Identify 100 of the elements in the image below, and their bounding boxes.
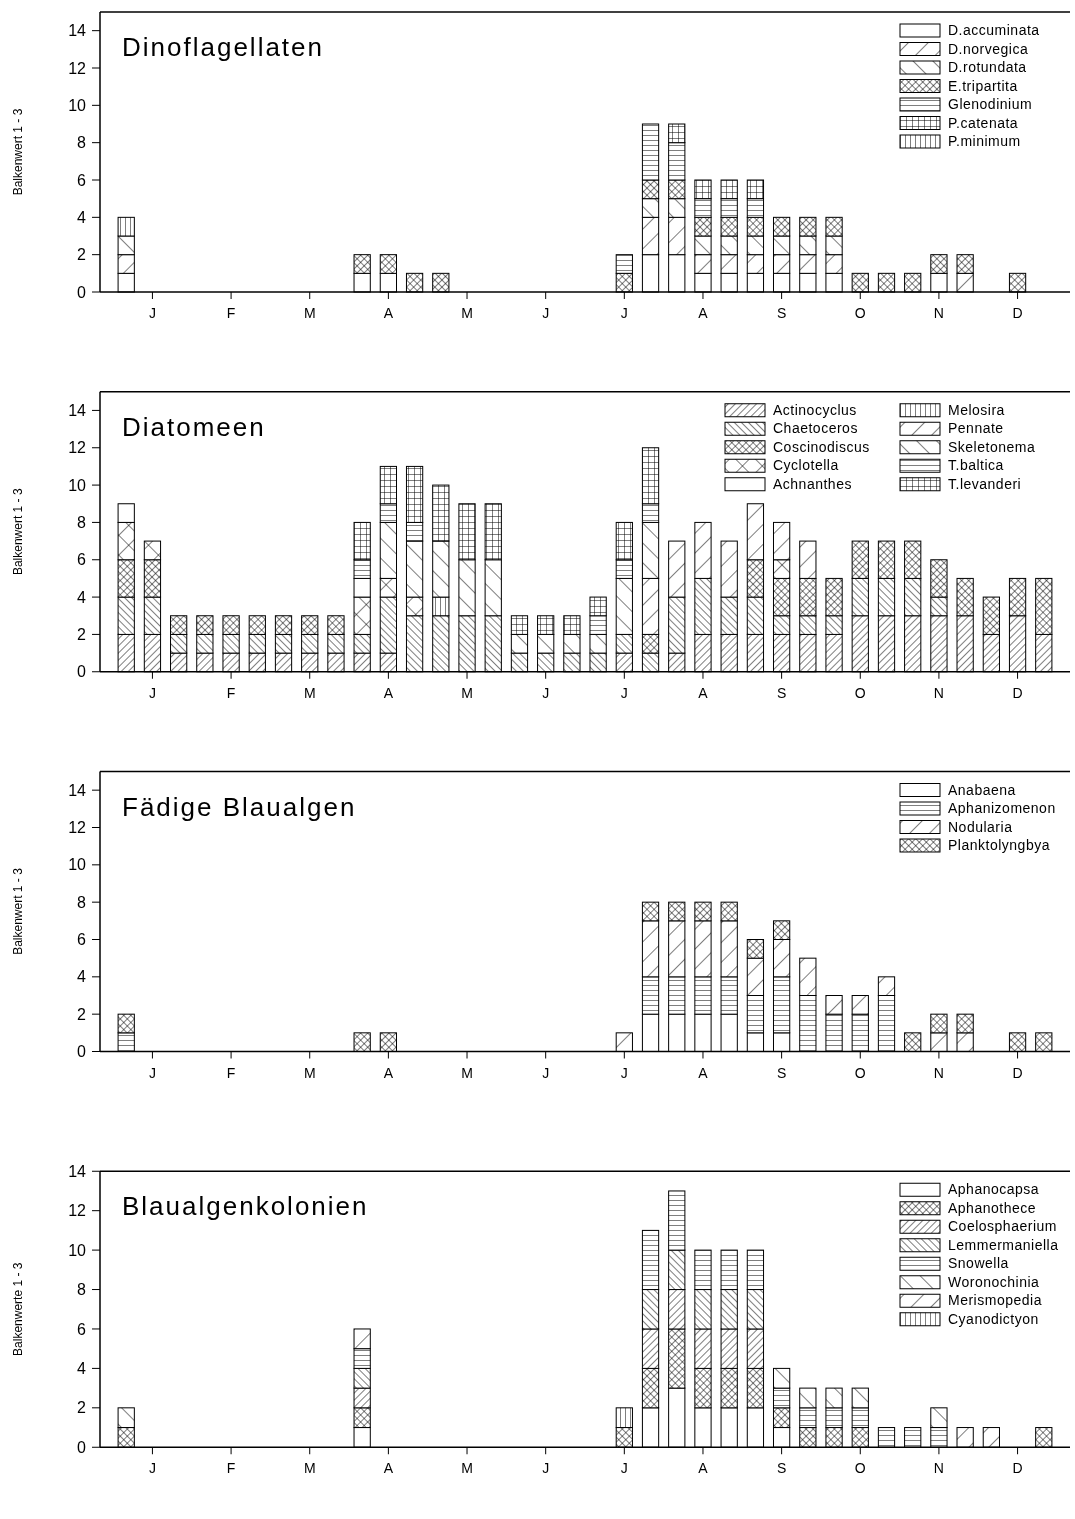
y-axis-title: Balkenwert 1 - 3 [11,108,25,196]
y-tick-label: 14 [68,1162,87,1180]
y-tick-label: 4 [77,208,87,226]
y-tick-label: 0 [77,663,87,681]
x-tick-label: F [226,305,236,321]
y-tick-label: 10 [68,96,87,114]
legend-label: Pennate [948,420,1004,437]
x-tick-label: A [698,1460,709,1477]
x-tick-label: S [776,1460,787,1477]
x-tick-label: N [933,1460,944,1477]
x-tick-label: A [383,1064,394,1081]
legend-label: Coscinodiscus [773,438,870,455]
y-tick-label: 8 [77,514,87,532]
x-tick-label: J [620,1460,628,1477]
text: Dinoflagellaten [122,32,325,62]
legend-label: Planktolyngbya [948,837,1050,853]
legend-label: Skeletonema [948,438,1036,455]
y-tick-label: 12 [68,1202,87,1220]
y-tick-label: 6 [77,551,87,569]
legend-label: Merismopedia [948,1292,1042,1309]
legend-label: Chaetoceros [773,420,858,437]
x-tick-label: N [933,684,944,701]
legend-label: Lemmermaniella [948,1236,1059,1253]
x-tick-label: M [461,684,473,701]
y-tick-label: 10 [68,1241,87,1259]
y-tick-label: 6 [77,171,87,189]
x-tick-label: D [1012,684,1023,701]
legend-label: Nodularia [948,818,1013,835]
x-tick-label: O [854,684,866,701]
legend-label: Anabaena [948,781,1016,798]
x-tick-label: S [776,305,787,321]
y-axis-title: Balkenwert 1 - 3 [11,867,25,955]
legend-label: D.rotundata [948,59,1027,75]
y-tick-label: 12 [68,439,87,457]
x-tick-label: D [1012,1064,1023,1081]
x-tick-label: A [698,1064,709,1081]
y-axis-title: Balkenwerte 1 - 3 [11,1262,25,1356]
y-axis-title: Balkenwert 1 - 3 [11,488,25,576]
y-tick-label: 2 [77,246,87,264]
legend-label: Melosira [948,401,1005,418]
y-tick-label: 4 [77,1359,87,1377]
x-tick-label: J [148,684,156,701]
x-tick-label: F [226,684,236,701]
legend-label: Glenodinium [948,96,1033,112]
x-tick-label: J [542,1460,550,1477]
x-tick-label: A [383,305,394,321]
y-tick-label: 2 [77,1005,87,1023]
y-tick-label: 2 [77,626,87,644]
x-tick-label: J [542,305,550,321]
x-tick-label: M [461,305,473,321]
x-tick-label: A [383,1460,394,1477]
legend-label: Woronochinia [948,1273,1040,1290]
x-tick-label: N [933,1064,944,1081]
x-tick-label: O [854,1460,866,1477]
x-tick-label: M [303,305,316,321]
y-tick-label: 8 [77,134,87,152]
legend-label: Coelosphaerium [948,1218,1057,1235]
x-tick-label: S [776,684,787,701]
x-tick-label: J [148,1460,156,1477]
x-tick-label: D [1012,1460,1023,1477]
y-tick-label: 10 [68,856,87,874]
y-tick-label: 14 [68,22,87,40]
y-tick-label: 8 [77,893,87,911]
x-tick-label: D [1012,305,1023,321]
legend-label: Actinocyclus [773,401,857,418]
x-tick-label: N [933,305,944,321]
y-tick-label: 8 [77,1281,87,1299]
x-tick-label: J [542,684,550,701]
y-tick-label: 14 [68,781,87,799]
legend-label: Snowella [948,1255,1009,1272]
y-tick-label: 12 [68,59,87,77]
x-tick-label: A [698,684,709,701]
legend-label: Aphanocapsa [948,1181,1040,1198]
text: Fädige Blaualgen [122,791,357,822]
x-tick-label: J [148,1064,156,1081]
x-tick-label: A [698,305,709,321]
legend-label: T.baltica [948,457,1004,474]
x-tick-label: S [776,1064,787,1081]
x-tick-label: O [854,1064,866,1081]
legend-label: Aphanothece [948,1199,1037,1216]
x-tick-label: F [226,1064,236,1081]
y-tick-label: 10 [68,476,87,494]
y-tick-label: 0 [77,1438,87,1456]
y-tick-label: 2 [77,1399,87,1417]
x-tick-label: M [303,684,316,701]
x-tick-label: J [620,684,628,701]
legend-label: Aphanizomenon [948,800,1056,816]
legend-label: P.minimum [948,133,1021,149]
x-tick-label: M [303,1460,316,1477]
y-tick-label: 6 [77,1320,87,1338]
legend-label: E.tripartita [948,77,1018,94]
x-tick-label: J [148,305,156,321]
legend-label: D.norvegica [948,40,1029,57]
y-tick-label: 6 [77,931,87,949]
legend-label: Cyclotella [773,457,839,474]
x-tick-label: M [461,1064,473,1081]
x-tick-label: J [620,305,628,321]
y-tick-label: 0 [77,1043,87,1061]
legend-label: P.catenata [948,114,1019,131]
x-tick-label: M [461,1460,473,1477]
